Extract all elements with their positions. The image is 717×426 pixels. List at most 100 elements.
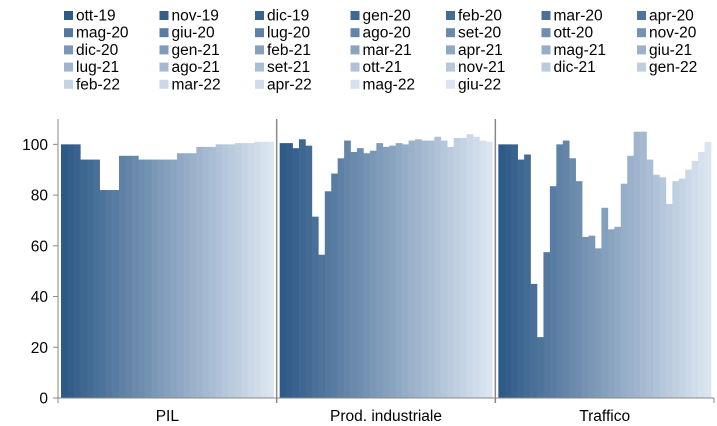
legend-label: gen-22 xyxy=(649,59,697,76)
bar xyxy=(125,155,133,398)
bar xyxy=(434,136,442,398)
bar xyxy=(93,159,100,398)
bar xyxy=(286,143,293,398)
legend-label: apr-20 xyxy=(649,8,694,25)
bar xyxy=(415,139,422,399)
bar xyxy=(620,183,628,398)
bar xyxy=(305,145,313,398)
bar xyxy=(311,216,319,398)
bar xyxy=(549,186,557,398)
bar xyxy=(530,283,538,398)
bar xyxy=(485,141,493,398)
bar xyxy=(447,146,454,398)
bar xyxy=(183,153,191,398)
bar xyxy=(427,140,435,398)
bar xyxy=(601,207,609,398)
bar xyxy=(86,159,94,398)
bar xyxy=(170,159,178,398)
legend-swatch xyxy=(350,11,360,20)
bar xyxy=(659,177,667,398)
legend-swatch xyxy=(446,62,455,72)
bar xyxy=(408,140,416,398)
legend-label: set-21 xyxy=(267,59,310,76)
legend-label: apr-21 xyxy=(458,42,503,59)
bar xyxy=(685,169,692,398)
bar xyxy=(653,174,660,398)
bar xyxy=(537,337,544,398)
legend-label: giu-20 xyxy=(172,25,215,42)
legend-label: ott-21 xyxy=(363,59,403,76)
bar xyxy=(473,136,480,398)
bar xyxy=(292,148,300,398)
category-label: Prod. industriale xyxy=(330,408,442,425)
bar xyxy=(235,143,242,398)
bar xyxy=(453,138,461,398)
bar xyxy=(678,178,686,398)
y-tick-label: 40 xyxy=(31,289,49,306)
bar xyxy=(627,155,634,398)
bar xyxy=(196,146,204,398)
bar xyxy=(164,159,171,398)
bar xyxy=(369,150,377,398)
legend-swatch xyxy=(637,62,646,72)
legend-label: giu-22 xyxy=(458,76,501,93)
legend-swatch xyxy=(159,11,169,20)
bar xyxy=(318,254,326,398)
bar xyxy=(254,141,262,398)
legend-swatch xyxy=(64,45,73,55)
legend: ott-19 nov-19 dic-19 gen-20 feb-20 mar-20 apr-… xyxy=(64,8,697,93)
bar xyxy=(460,138,467,398)
legend-label: giu-21 xyxy=(649,42,692,59)
bar xyxy=(299,139,306,399)
legend-label: dic-20 xyxy=(76,42,119,59)
legend-label: feb-20 xyxy=(458,8,502,25)
legend-swatch xyxy=(446,45,455,55)
legend-label: mar-22 xyxy=(172,76,221,93)
bar xyxy=(144,159,152,398)
y-ticks: 0 20 40 60 80 100 xyxy=(22,137,58,408)
bar xyxy=(588,235,596,398)
bar xyxy=(260,141,268,398)
bar xyxy=(247,143,255,398)
bar xyxy=(382,146,390,398)
bar xyxy=(61,144,68,398)
bar xyxy=(524,154,531,398)
bar xyxy=(389,145,396,398)
bar xyxy=(691,160,699,398)
legend-swatch xyxy=(255,79,264,89)
legend-swatch xyxy=(350,28,360,38)
legend-label: apr-22 xyxy=(267,76,312,93)
bar xyxy=(402,144,409,398)
bar xyxy=(331,173,338,398)
legend-swatch xyxy=(350,62,360,72)
legend-swatch xyxy=(446,28,455,38)
legend-label: mag-20 xyxy=(76,25,129,42)
bar xyxy=(704,141,712,398)
bar xyxy=(157,159,165,398)
bar xyxy=(222,144,229,398)
legend-label: dic-19 xyxy=(267,8,309,25)
legend-swatch xyxy=(541,28,551,38)
legend-swatch xyxy=(159,79,169,89)
bar xyxy=(665,203,673,398)
legend-label: mag-21 xyxy=(554,42,607,59)
bar xyxy=(357,148,364,398)
legend-label: dic-21 xyxy=(554,59,596,76)
legend-swatch xyxy=(637,11,646,20)
bar xyxy=(337,158,345,398)
bar xyxy=(189,153,197,398)
bar xyxy=(131,155,139,398)
legend-label: nov-19 xyxy=(172,8,219,25)
legend-swatch xyxy=(64,79,73,89)
legend-label: gen-21 xyxy=(172,42,220,59)
bar xyxy=(395,143,403,398)
bar xyxy=(376,143,384,398)
legend-swatch xyxy=(541,62,551,72)
bar xyxy=(228,144,236,398)
y-tick-label: 80 xyxy=(31,188,49,205)
legend-swatch xyxy=(64,28,73,38)
legend-label: mar-20 xyxy=(554,8,603,25)
y-tick-label: 100 xyxy=(22,137,48,154)
legend-label: gen-20 xyxy=(363,8,412,25)
